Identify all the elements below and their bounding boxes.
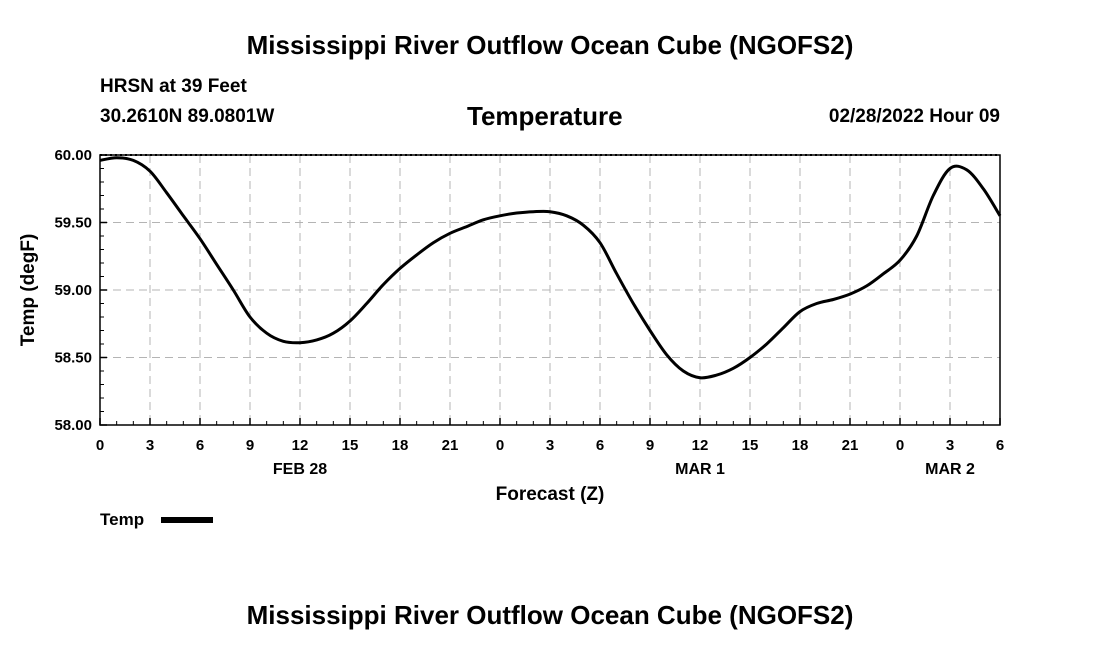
x-tick-label: 3 bbox=[146, 437, 154, 454]
x-axis-title: Forecast (Z) bbox=[496, 484, 605, 505]
x-tick-label: 18 bbox=[792, 437, 809, 454]
grid-lines bbox=[100, 155, 1000, 425]
y-axis-title: Temp (degF) bbox=[18, 234, 39, 347]
x-tick-label: 6 bbox=[596, 437, 604, 454]
series-line-temp bbox=[99, 156, 1002, 380]
x-tick-label: 3 bbox=[546, 437, 554, 454]
y-tick-label: 58.00 bbox=[54, 417, 92, 434]
x-tick-label: 12 bbox=[692, 437, 709, 454]
x-tick-label: 6 bbox=[196, 437, 204, 454]
chart-title: Mississippi River Outflow Ocean Cube (NG… bbox=[246, 30, 854, 60]
station-coordinates: 30.2610N 89.0801W bbox=[100, 106, 275, 127]
y-tick-label: 58.50 bbox=[54, 350, 92, 367]
x-tick-label: 18 bbox=[392, 437, 409, 454]
x-tick-label: 12 bbox=[292, 437, 309, 454]
date-labels: FEB 28 MAR 1 MAR 2 bbox=[273, 461, 975, 478]
date-label: MAR 2 bbox=[925, 461, 975, 478]
chart-subtitle: Temperature bbox=[467, 101, 623, 131]
x-tick-label: 3 bbox=[946, 437, 954, 454]
x-tick-label: 6 bbox=[996, 437, 1004, 454]
x-tick-label: 9 bbox=[646, 437, 654, 454]
forecast-datetime: 02/28/2022 Hour 09 bbox=[828, 106, 1000, 127]
x-tick-label: 0 bbox=[96, 437, 104, 454]
y-tick-label: 59.50 bbox=[54, 215, 92, 232]
x-tick-label: 0 bbox=[896, 437, 904, 454]
footer-title: Mississippi River Outflow Ocean Cube (NG… bbox=[246, 600, 854, 630]
x-tick-label: 15 bbox=[342, 437, 359, 454]
date-label: FEB 28 bbox=[273, 461, 327, 478]
x-tick-label: 0 bbox=[496, 437, 504, 454]
x-tick-label: 21 bbox=[442, 437, 459, 454]
legend-swatch bbox=[161, 517, 213, 523]
x-tick-labels: 0 3 6 9 12 15 18 21 0 3 6 9 12 15 18 21 0 3 6 bbox=[96, 437, 1004, 454]
x-tick-label: 21 bbox=[842, 437, 859, 454]
y-tick-label: 59.00 bbox=[54, 282, 92, 299]
x-tick-label: 9 bbox=[246, 437, 254, 454]
x-tick-label: 15 bbox=[742, 437, 759, 454]
date-label: MAR 1 bbox=[675, 461, 725, 478]
station-label: HRSN at 39 Feet bbox=[100, 76, 247, 97]
y-tick-label: 60.00 bbox=[54, 147, 92, 164]
y-tick-labels: 58.00 58.50 59.00 59.50 60.00 bbox=[54, 147, 92, 434]
legend-label: Temp bbox=[100, 510, 145, 529]
